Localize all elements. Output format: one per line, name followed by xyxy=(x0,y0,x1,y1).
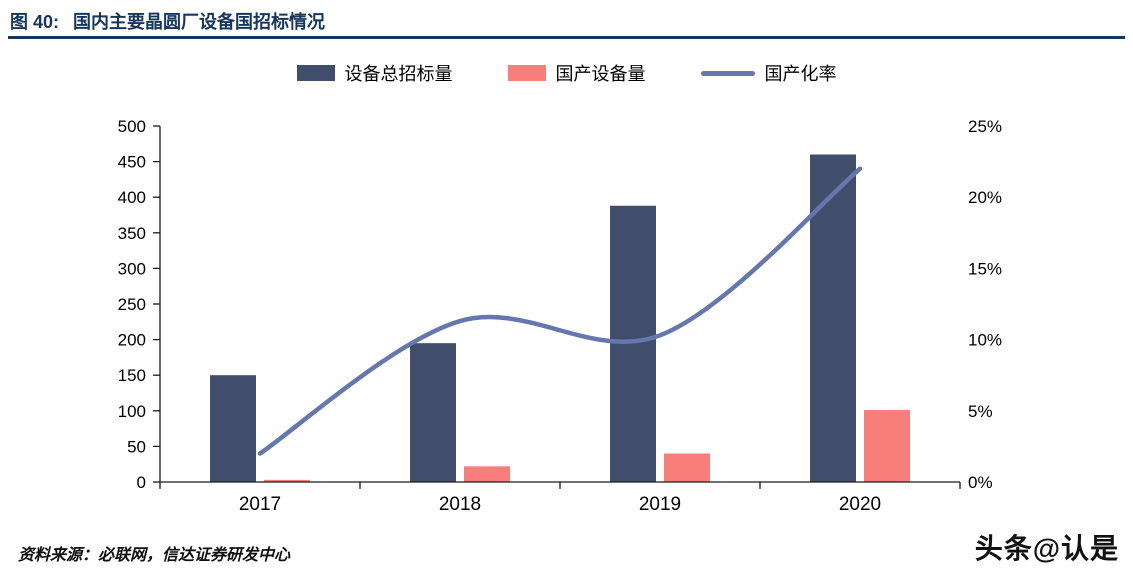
legend-item-total-bids: 设备总招标量 xyxy=(296,60,453,86)
figure-number: 图 40: xyxy=(10,12,60,32)
bar-设备总招标量-2019 xyxy=(610,205,656,482)
x-axis-label: 2020 xyxy=(839,494,881,515)
right-axis-label: 25% xyxy=(968,117,1002,136)
right-axis-label: 15% xyxy=(968,259,1002,278)
x-axis-label: 2017 xyxy=(239,494,281,515)
left-axis-label: 300 xyxy=(118,259,146,278)
legend-item-domestic-equipment: 国产设备量 xyxy=(507,60,646,86)
combo-chart: 0 50 100 150 200 250 300 350 400 450 500 0% 5% 10% 15%… xyxy=(118,117,1002,515)
legend-swatch-domestic-equipment xyxy=(507,65,546,81)
legend-swatch-localization-rate xyxy=(700,70,755,76)
source-note: 资料来源：必联网，信达证券研发中心 xyxy=(18,547,291,564)
right-axis-label: 20% xyxy=(968,188,1002,207)
right-axis-label: 10% xyxy=(968,331,1002,350)
bar-设备总招标量-2018 xyxy=(410,343,456,482)
right-axis-label: 5% xyxy=(968,402,993,421)
left-axis-label: 400 xyxy=(118,188,146,207)
left-axis-label: 0 xyxy=(137,473,146,492)
left-axis-label: 100 xyxy=(118,402,146,421)
legend-label-total-bids: 设备总招标量 xyxy=(344,64,453,84)
chart-legend: 设备总招标量 国产设备量 国产化率 xyxy=(0,60,1133,86)
legend-swatch-total-bids xyxy=(296,65,335,81)
bar-国产设备量-2017 xyxy=(264,479,310,482)
legend-item-localization-rate: 国产化率 xyxy=(700,60,837,86)
bar-国产设备量-2019 xyxy=(664,453,710,482)
right-axis-label: 0% xyxy=(968,473,993,492)
bar-设备总招标量-2017 xyxy=(210,375,256,482)
left-axis-label: 150 xyxy=(118,366,146,385)
legend-label-domestic-equipment: 国产设备量 xyxy=(555,64,646,84)
left-axis-label: 350 xyxy=(118,224,146,243)
title-divider xyxy=(8,36,1125,39)
left-axis-label: 500 xyxy=(118,117,146,136)
legend-label-localization-rate: 国产化率 xyxy=(764,64,837,84)
bar-设备总招标量-2020 xyxy=(810,154,856,483)
x-axis-label: 2019 xyxy=(639,494,681,515)
x-axis-label: 2018 xyxy=(439,494,481,515)
left-axis-label: 450 xyxy=(118,153,146,172)
left-axis-label: 200 xyxy=(118,331,146,350)
figure-title: 图 40: 国内主要晶圆厂设备国招标情况 xyxy=(10,8,325,34)
bar-国产设备量-2020 xyxy=(864,410,910,482)
watermark: 头条@认是 xyxy=(974,533,1119,564)
localization-rate-line xyxy=(257,166,863,456)
left-axis-label: 50 xyxy=(127,437,146,456)
figure-title-text: 国内主要晶圆厂设备国招标情况 xyxy=(73,12,326,32)
bar-国产设备量-2018 xyxy=(464,466,510,482)
left-axis-label: 250 xyxy=(118,295,146,314)
